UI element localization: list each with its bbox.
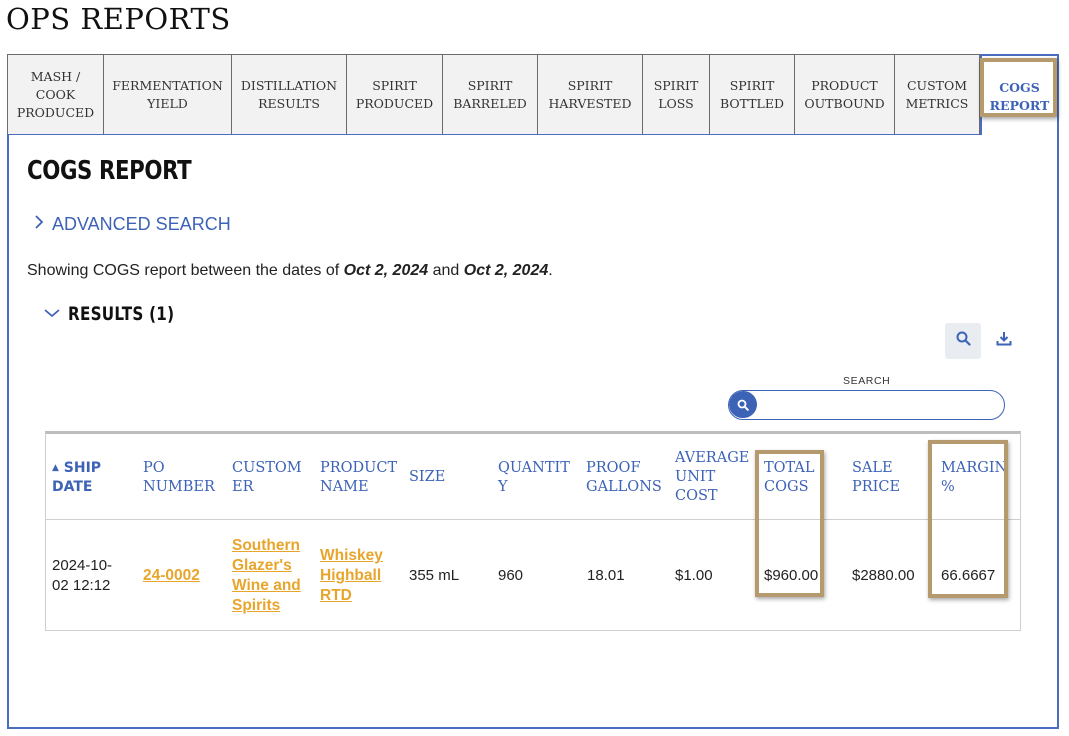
results-toggle[interactable]: RESULTS (1) (44, 303, 201, 325)
tab-custom-metrics[interactable]: CUSTOM METRICS (895, 54, 980, 136)
header-divider (46, 519, 1020, 520)
section-title: COGS REPORT (27, 156, 192, 186)
search-icon (956, 331, 971, 351)
cell-customer-link[interactable]: Southern Glazer's Wine and Spirits (232, 537, 301, 614)
tab-distillation-results[interactable]: DISTILLATION RESULTS (232, 54, 347, 136)
cell-product-name-link[interactable]: Whiskey Highball RTD (320, 547, 383, 604)
tab-spirit-barreled[interactable]: SPIRIT BARRELED (443, 54, 538, 136)
cell-margin: 66.6667 (941, 567, 996, 584)
tab-spirit-loss[interactable]: SPIRIT LOSS (643, 54, 710, 136)
tab-cogs-report[interactable]: COGS REPORT (980, 54, 1059, 138)
tab-spirit-harvested[interactable]: SPIRIT HARVESTED (538, 54, 643, 136)
search-icon (729, 391, 757, 418)
col-total-cogs[interactable]: TOTAL COGS (764, 460, 815, 495)
download-icon (996, 331, 1012, 351)
table-search (728, 390, 1005, 420)
tab-mash-cook-produced[interactable]: MASH / COOK PRODUCED (7, 54, 104, 136)
col-sale-price[interactable]: SALE PRICE (852, 460, 901, 495)
col-ship-date[interactable]: ▲ SHIP DATE (52, 460, 102, 495)
search-input[interactable] (761, 393, 999, 416)
tab-spirit-produced[interactable]: SPIRIT PRODUCED (347, 54, 443, 136)
cell-avg-unit-cost: $1.00 (675, 567, 713, 584)
cell-quantity: 960 (498, 567, 524, 584)
col-quantity[interactable]: QUANTIT Y (498, 460, 570, 495)
advanced-search-toggle[interactable]: ADVANCED SEARCH (34, 214, 231, 235)
report-tabs: MASH / COOK PRODUCED FERMENTATION YIELD … (7, 54, 1059, 138)
cell-proof-gallons: 18.01 (587, 567, 625, 584)
col-customer[interactable]: CUSTOM ER (232, 460, 302, 495)
search-label: SEARCH (843, 375, 891, 387)
cell-size: 355 mL (409, 567, 460, 584)
cell-po-number-link[interactable]: 24-0002 (143, 567, 200, 584)
tab-product-outbound[interactable]: PRODUCT OUTBOUND (795, 54, 895, 136)
tab-spirit-bottled[interactable]: SPIRIT BOTTLED (710, 54, 795, 136)
col-product-name[interactable]: PRODUCT NAME (320, 460, 398, 495)
advanced-search-label: ADVANCED SEARCH (52, 214, 231, 234)
chevron-down-icon (44, 305, 60, 323)
tab-fermentation-yield[interactable]: FERMENTATION YIELD (104, 54, 232, 136)
cell-sale-price: $2880.00 (852, 567, 915, 584)
cell-ship-date: 2024-10- 02 12:12 (52, 557, 113, 594)
date-to: Oct 2, 2024 (463, 262, 549, 279)
chevron-right-icon (34, 215, 44, 234)
col-margin[interactable]: MARGIN % (941, 460, 1008, 495)
results-count: RESULTS (1) (68, 303, 175, 325)
date-range-summary: Showing COGS report between the dates of… (27, 262, 553, 279)
cell-total-cogs: $960.00 (764, 567, 819, 584)
results-table (45, 431, 1021, 631)
download-button[interactable] (986, 323, 1022, 359)
col-average-unit-cost[interactable]: AVERAGE UNIT COST (675, 450, 750, 504)
col-po-number[interactable]: PO NUMBER (143, 460, 215, 495)
sort-asc-icon: ▲ (52, 463, 59, 473)
search-toggle-button[interactable] (945, 323, 981, 359)
col-proof-gallons[interactable]: PROOF GALLONS (586, 460, 662, 495)
page-title: OPS REPORTS (6, 2, 231, 36)
col-size[interactable]: SIZE (409, 469, 446, 485)
date-from: Oct 2, 2024 (343, 262, 429, 279)
